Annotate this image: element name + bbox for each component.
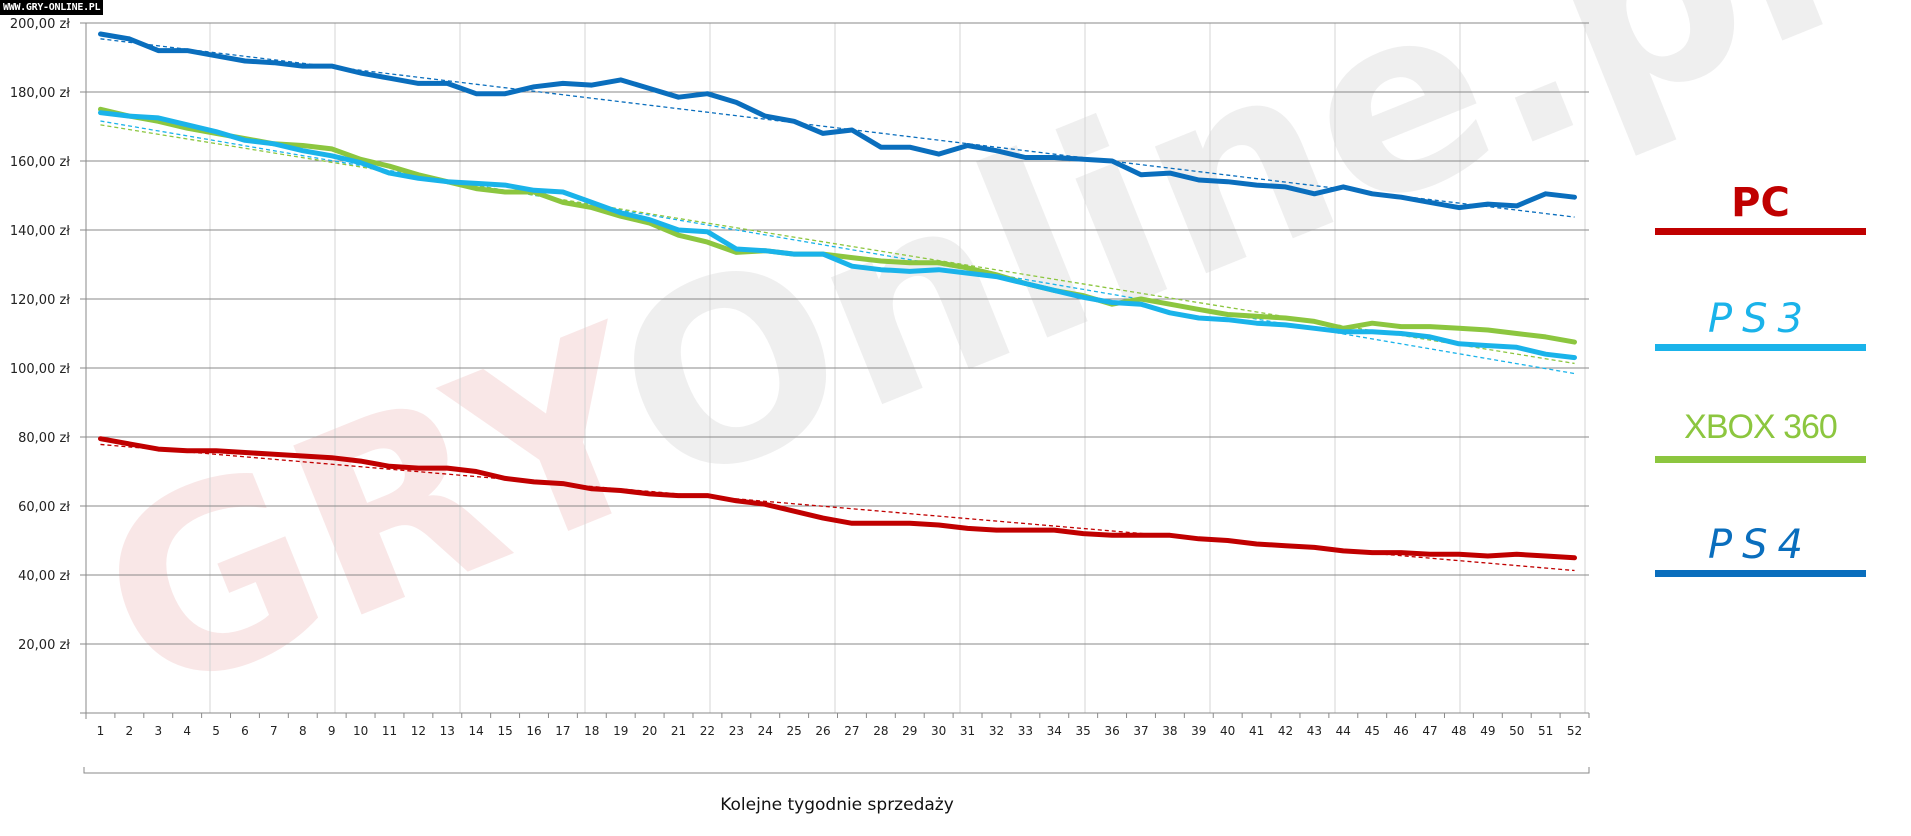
x-tick-label: 25: [787, 724, 802, 738]
y-tick-label: 120,00 zł: [10, 293, 70, 308]
series-line-ps4: [98, 31, 1577, 211]
legend-item-ps4: PS4: [1655, 522, 1866, 577]
x-tick-label: 3: [154, 724, 162, 738]
series-lines: [98, 31, 1577, 561]
x-tick-label: 31: [960, 724, 975, 738]
x-tick-label: 15: [497, 724, 512, 738]
x-tick-label: 48: [1451, 724, 1466, 738]
watermark-logo: GRYOnline.pl: [63, 0, 1864, 755]
x-tick-label: 9: [328, 724, 336, 738]
y-tick-label: 40,00 zł: [18, 569, 70, 584]
x-tick-label: 12: [411, 724, 426, 738]
x-tick-label: 19: [613, 724, 628, 738]
watermark-part1: GRY: [63, 272, 699, 755]
x-tick-label: 20: [642, 724, 657, 738]
x-tick-label: 2: [126, 724, 134, 738]
series-line-ps3: [98, 110, 1577, 361]
x-tick-label: 50: [1509, 724, 1524, 738]
legend-swatch-pc: [1655, 228, 1866, 235]
x-tick-label: 41: [1249, 724, 1264, 738]
legend-label-xbox360: XBOX 360: [1684, 408, 1838, 446]
y-tick-label: 180,00 zł: [10, 86, 70, 101]
x-tick-label: 8: [299, 724, 307, 738]
x-tick-label: 42: [1278, 724, 1293, 738]
x-tick-label: 11: [382, 724, 397, 738]
x-tick-label: 45: [1365, 724, 1380, 738]
legend-swatch-ps4: [1655, 570, 1866, 577]
x-tick-label: 1: [97, 724, 105, 738]
x-tick-label: 37: [1133, 724, 1148, 738]
x-tick-label: 23: [729, 724, 744, 738]
x-axis-title: Kolejne tygodnie sprzedaży: [720, 795, 954, 815]
gridlines: [80, 22, 1589, 713]
x-tick-label: 6: [241, 724, 249, 738]
y-tick-label: 60,00 zł: [18, 500, 70, 515]
x-tick-label: 32: [989, 724, 1004, 738]
x-tick-label: 46: [1393, 724, 1408, 738]
x-tick-label: 47: [1422, 724, 1437, 738]
x-tick-label: 40: [1220, 724, 1235, 738]
y-tick-label: 80,00 zł: [18, 431, 70, 446]
x-tick-label: 10: [353, 724, 368, 738]
legend-label-ps4: PS4: [1708, 522, 1813, 568]
x-tick-label: 4: [183, 724, 191, 738]
x-tick-label: 14: [469, 724, 484, 738]
x-tick-label: 51: [1538, 724, 1553, 738]
watermark-part2: Online.pl: [579, 0, 1865, 546]
legend-item-ps3: PS3: [1655, 296, 1866, 351]
axes: [80, 23, 1590, 774]
x-tick-label: 28: [873, 724, 888, 738]
x-tick-label: 26: [815, 724, 830, 738]
legend-item-pc: PC: [1655, 180, 1866, 235]
x-tick-label: 34: [1047, 724, 1062, 738]
x-tick-label: 7: [270, 724, 278, 738]
series-line-xbox360: [98, 106, 1577, 345]
svg-text:GRYOnline.pl: GRYOnline.pl: [63, 0, 1864, 755]
x-tick-label: 24: [758, 724, 773, 738]
x-tick-label: 52: [1567, 724, 1582, 738]
x-tick-label: 43: [1307, 724, 1322, 738]
x-tick-label: 18: [584, 724, 599, 738]
x-axis-bracket: [83, 767, 1590, 774]
y-tick-label: 200,00 zł: [10, 17, 70, 32]
x-tick-label: 30: [931, 724, 946, 738]
x-tick-label: 5: [212, 724, 220, 738]
x-tick-label: 35: [1076, 724, 1091, 738]
y-tick-label: 160,00 zł: [10, 155, 70, 170]
x-tick-label: 38: [1162, 724, 1177, 738]
x-tick-label: 39: [1191, 724, 1206, 738]
legend-swatch-xbox360: [1655, 456, 1866, 463]
legend-label-pc: PC: [1731, 180, 1790, 226]
x-tick-label: 36: [1104, 724, 1119, 738]
x-tick-label: 33: [1018, 724, 1033, 738]
axis-labels: 20,00 zł 40,00 zł 60,00 zł 80,00 zł 100,00 z…: [10, 17, 1582, 738]
legend-label-ps3: PS3: [1708, 296, 1813, 342]
y-tick-label: 20,00 zł: [18, 638, 70, 653]
x-tick-label: 16: [526, 724, 541, 738]
x-tick-label: 17: [555, 724, 570, 738]
x-tick-label: 29: [902, 724, 917, 738]
trendline-xbox360: [100, 124, 1575, 365]
y-tick-label: 100,00 zł: [10, 362, 70, 377]
x-tick-label: 21: [671, 724, 686, 738]
x-tick-label: 49: [1480, 724, 1495, 738]
legend-item-xbox360: XBOX 360: [1655, 408, 1866, 463]
x-tick-label: 13: [440, 724, 455, 738]
x-tick-label: 44: [1336, 724, 1351, 738]
x-tick-label: 27: [844, 724, 859, 738]
legend-swatch-ps3: [1655, 344, 1866, 351]
y-tick-label: 140,00 zł: [10, 224, 70, 239]
site-corner-label: WWW.GRY-ONLINE.PL: [0, 0, 104, 15]
x-tick-label: 22: [700, 724, 715, 738]
series-line-pc: [98, 436, 1577, 561]
